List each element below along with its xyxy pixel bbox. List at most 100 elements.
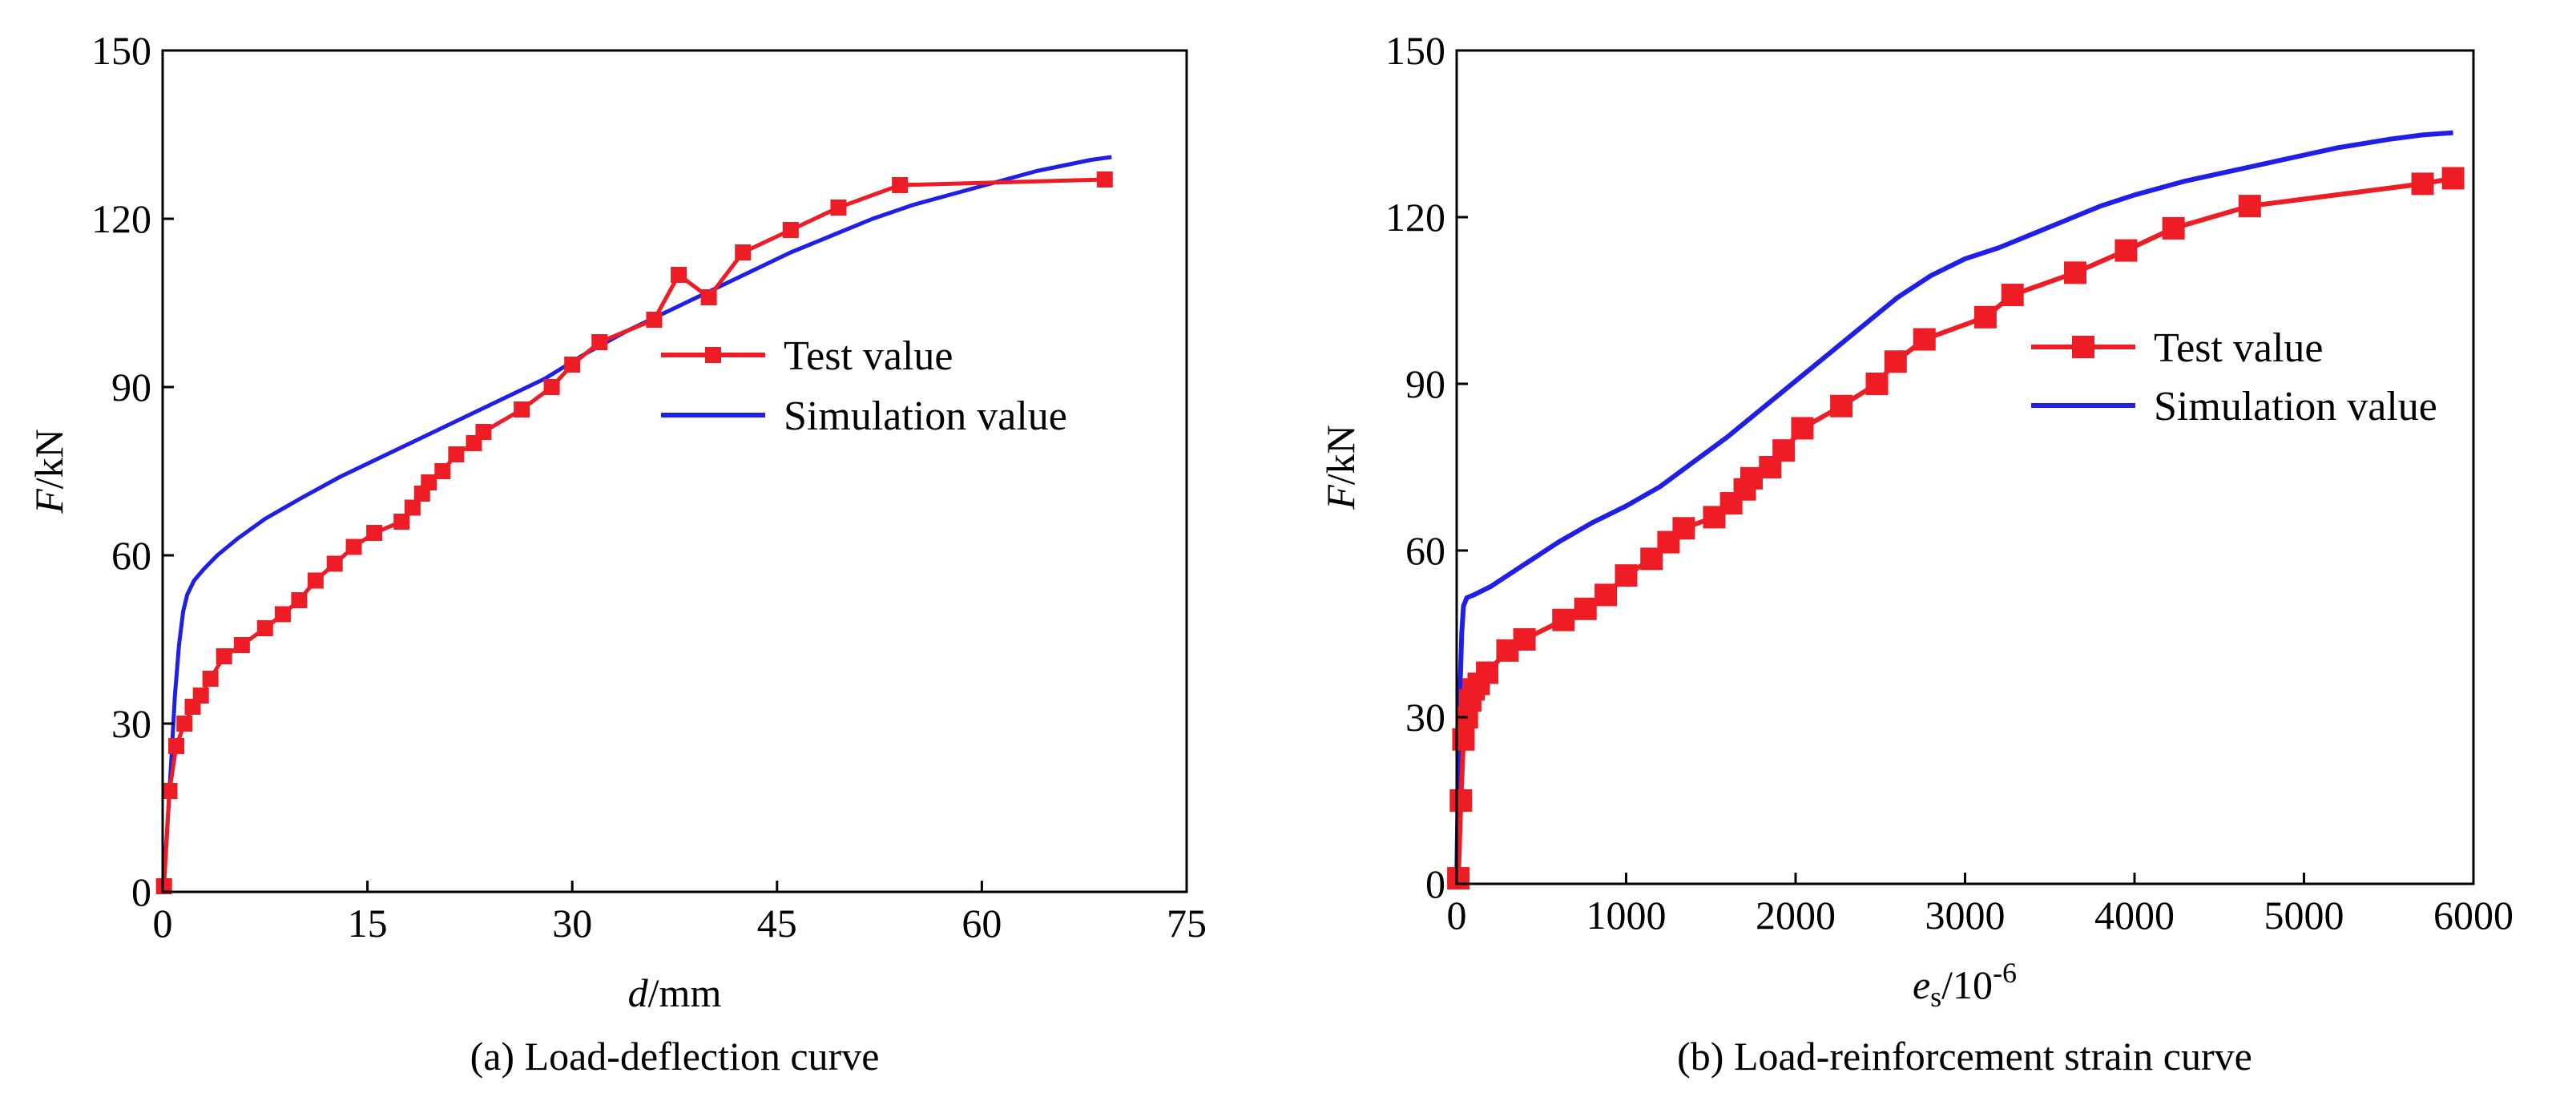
panel-a-test-point — [291, 592, 308, 608]
panel-b-x-subscript: s — [1930, 981, 1941, 1013]
panel-b-y-tick-label: 60 — [1405, 528, 1445, 573]
panel-b-x-unit: /10 — [1941, 962, 1993, 1007]
panel-b-test-point — [1594, 583, 1618, 607]
panel-b-test-point — [1476, 661, 1499, 684]
panel-b-y-tick-label: 90 — [1405, 361, 1445, 406]
panel-a-test-point — [434, 463, 451, 479]
panel-a-legend-sim-label: Simulation value — [784, 393, 1067, 439]
panel-a-test-point — [475, 424, 492, 440]
panel-a-x-tick-label: 60 — [961, 901, 1002, 946]
panel-a-test-point — [168, 738, 185, 754]
panel-b-test-point — [1447, 867, 1470, 890]
panel-b-marks — [1447, 130, 2465, 890]
panel-b-y-symbol: F — [1318, 485, 1363, 510]
panel-b-legend-test-marker — [2072, 336, 2094, 358]
panel-b-test-point — [1449, 789, 1473, 812]
panel-a-caption: (a) Load-deflection curve — [470, 1034, 880, 1079]
panel-a-ticks: 0 15 30 45 60 75 0 30 60 90 120 150 — [91, 28, 1207, 946]
panel-a-test-point — [393, 514, 410, 530]
panel-a-x-unit: /mm — [648, 970, 722, 1015]
panel-b-y-tick-label: 120 — [1385, 195, 1445, 240]
panel-b-caption: (b) Load-reinforcement strain curve — [1677, 1034, 2252, 1079]
panel-a-test-point — [646, 312, 663, 328]
panel-a-test-point — [155, 878, 172, 894]
panel-a-test-point — [161, 783, 178, 799]
panel-b-test-point — [1884, 350, 1907, 373]
panel-a-y-axis-label: F/kN — [26, 429, 71, 514]
panel-a-test-point — [700, 289, 717, 305]
panel-a-x-symbol: d — [628, 970, 649, 1015]
panel-b-legend: Test value Simulation value — [2031, 325, 2437, 430]
panel-b-test-point — [1672, 517, 1695, 540]
panel-a-sim-series-line — [160, 155, 1112, 893]
panel-b-test-point — [2238, 195, 2261, 218]
panel-a-y-tick-label: 120 — [91, 196, 151, 241]
panel-b-test-series-line — [1456, 175, 2454, 879]
panel-a-y-tick-label: 60 — [111, 533, 151, 578]
panel-b-test-point — [1513, 627, 1536, 651]
panel-b-test-point — [2162, 216, 2185, 240]
panel-a-test-point — [448, 446, 465, 462]
panel-a-test-point — [830, 200, 847, 216]
panel-a-test-point — [671, 267, 687, 283]
panel-a-y-tick-label: 90 — [111, 365, 151, 409]
panel-a-test-point — [366, 525, 383, 541]
panel-a-test-point — [202, 671, 219, 687]
panel-b-legend-test-label: Test value — [2154, 325, 2324, 371]
panel-b-x-tick-label: 3000 — [1925, 893, 2006, 938]
panel-b-x-superscript: -6 — [1993, 957, 2017, 989]
panel-a-test-point — [274, 606, 291, 623]
panel-b-test-point — [2114, 239, 2138, 262]
panel-b-x-tick-label: 1000 — [1586, 893, 1667, 938]
panel-a-test-point — [564, 357, 581, 373]
panel-a-test-point — [326, 555, 343, 572]
panel-a-test-point — [256, 620, 273, 636]
panel-a-marks — [155, 155, 1113, 894]
panel-b-test-point — [1865, 373, 1889, 395]
panel-b-test-point — [1913, 328, 1936, 351]
panel-b-test-point — [1772, 439, 1796, 462]
panel-b-x-axis-label: es/10-6 — [1913, 957, 2017, 1013]
panel-b-test-point — [2411, 172, 2434, 196]
panel-b-y-tick-label: 0 — [1425, 861, 1445, 906]
panel-b-y-tick-label: 30 — [1405, 695, 1445, 740]
panel-a-test-point — [543, 379, 560, 395]
panel-b-test-point — [1552, 608, 1575, 631]
panel-a-test-point — [216, 648, 232, 664]
panel-b-y-tick-label: 150 — [1385, 28, 1445, 73]
panel-b-legend-sim-label: Simulation value — [2154, 384, 2437, 430]
panel-b-test-point — [2063, 261, 2086, 284]
panel-a-y-unit: /kN — [26, 429, 71, 489]
panel-a-test-point — [307, 572, 324, 589]
panel-a-legend-test-label: Test value — [784, 333, 953, 379]
panel-b-x-tick-label: 5000 — [2264, 893, 2344, 938]
panel-a-x-tick-label: 0 — [153, 901, 173, 946]
panel-b-x-symbol: e — [1913, 962, 1930, 1007]
panel-a-legend-test-marker — [705, 347, 721, 363]
panel-a-test-series-line — [162, 177, 1105, 887]
panel-b-x-tick-label: 6000 — [2433, 893, 2514, 938]
panel-b-x-tick-label: 4000 — [2094, 893, 2175, 938]
panel-a-x-tick-label: 75 — [1167, 901, 1207, 946]
panel-a-x-tick-label: 30 — [552, 901, 592, 946]
panel-a-y-tick-label: 150 — [91, 28, 151, 73]
panel-a-test-point — [345, 538, 362, 555]
panel-a-y-tick-label: 30 — [111, 701, 151, 746]
panel-a-x-axis-label: d/mm — [628, 970, 722, 1015]
panel-a: 0 15 30 45 60 75 0 30 60 90 120 150 F/kN d/mm (a) L… — [26, 28, 1207, 1079]
panel-a-test-point — [421, 474, 437, 490]
panel-a-test-point — [892, 177, 909, 193]
panel-b: 0 1000 2000 3000 4000 5000 6000 0 30 60 90 120 150 F… — [1318, 28, 2514, 1079]
panel-b-x-tick-label: 0 — [1447, 893, 1467, 938]
panel-a-x-tick-label: 45 — [757, 901, 797, 946]
panel-a-test-point — [735, 244, 752, 260]
panel-a-test-point — [514, 401, 530, 417]
panel-b-test-point — [1973, 305, 1997, 329]
panel-a-test-point — [782, 222, 799, 238]
panel-b-test-point — [2001, 284, 2024, 307]
panel-a-test-point — [192, 688, 209, 704]
panel-a-x-tick-label: 15 — [348, 901, 388, 946]
panel-a-test-point — [176, 716, 193, 732]
panel-a-test-point — [404, 499, 421, 516]
panel-b-test-point — [1830, 394, 1853, 417]
